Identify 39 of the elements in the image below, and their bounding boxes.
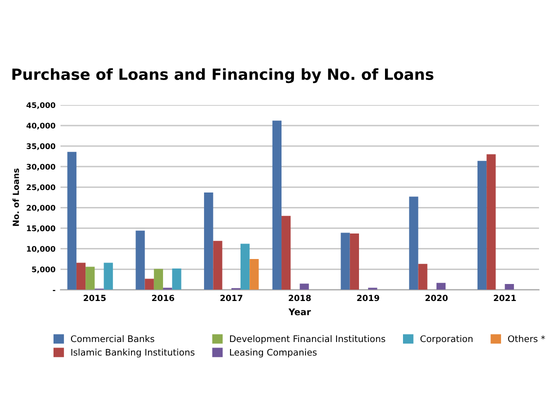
bar [240, 244, 250, 290]
bar [86, 266, 95, 290]
bar [213, 240, 222, 290]
bar [136, 230, 145, 290]
x-tick-label: 2017 [220, 294, 242, 302]
bar [418, 264, 428, 290]
bar [436, 282, 446, 290]
legend-label: Corporation [420, 335, 473, 344]
legend-label: Others * [508, 335, 546, 342]
bar [477, 160, 487, 290]
bar [144, 278, 154, 290]
x-tick-label: 2016 [152, 294, 174, 302]
x-tick-label: 2021 [494, 294, 516, 302]
y-axis-title: No. of Loans [12, 168, 19, 226]
x-tick-label: 2020 [426, 294, 448, 302]
bar [104, 262, 113, 290]
x-axis-title: Year [288, 308, 311, 316]
bar [76, 262, 86, 290]
bar [409, 196, 418, 290]
legend-label: Leasing Companies [230, 348, 317, 358]
bar [272, 120, 282, 290]
bar [350, 234, 359, 290]
bar [250, 259, 259, 290]
bar [300, 284, 309, 290]
legend-label: Islamic Banking Institutions [71, 348, 194, 358]
bar [340, 232, 350, 290]
legend-label: Development Financial Institutions [230, 335, 386, 344]
x-tick-label: 2018 [288, 294, 311, 302]
bar [486, 154, 496, 290]
bar [67, 152, 76, 290]
x-tick-label: 2019 [357, 294, 380, 302]
bar [172, 268, 182, 290]
bar [282, 216, 291, 290]
bar [504, 284, 514, 290]
legend-label: Commercial Banks [70, 335, 154, 342]
x-tick-label: 2015 [84, 294, 106, 302]
bar [204, 192, 214, 290]
chart-title: Purchase of Loans and Financing by No. of Loans [12, 68, 434, 84]
bar [154, 268, 164, 290]
